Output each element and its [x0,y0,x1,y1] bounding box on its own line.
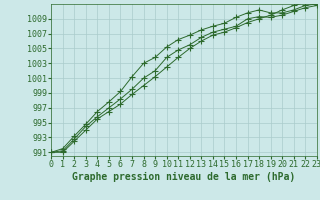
X-axis label: Graphe pression niveau de la mer (hPa): Graphe pression niveau de la mer (hPa) [72,172,296,182]
